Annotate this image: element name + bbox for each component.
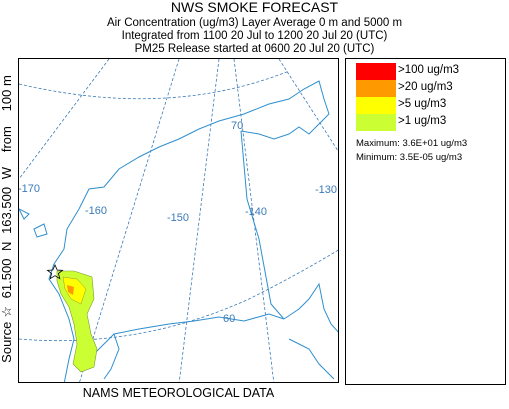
south-coast: [88, 313, 285, 360]
legend-minimum: Minimum: 3.5E-05 ug/m3: [356, 152, 463, 163]
source-lon-dir: W: [0, 167, 14, 180]
legend-swatch-5: [356, 97, 396, 114]
chukotka-tip: [19, 208, 30, 220]
source-star-icon: ☆: [0, 305, 14, 318]
map-canvas: 70 60 -170 -160 -150 -140 -130: [19, 59, 338, 382]
grid-label-lon130: -130: [315, 184, 337, 196]
legend-swatch-20: [356, 80, 396, 97]
grid-label-lon150: -150: [167, 212, 189, 224]
legend-swatch-100: [356, 63, 396, 80]
source-location-label: Source ☆ 61.500 N 163.500 W from 100 m: [0, 29, 15, 409]
southeast-coast: [283, 282, 338, 333]
lon-line-160: [79, 59, 180, 382]
source-lat: 61.500: [0, 258, 14, 299]
grid-label-lon140: -140: [245, 206, 267, 218]
legend-label-20: >20 ug/m3: [398, 81, 453, 93]
source-star-icon: [46, 264, 64, 280]
legend-panel: >100 ug/m3 >20 ug/m3 >5 ug/m3 >1 ug/m3 M…: [345, 58, 506, 385]
legend-maximum: Maximum: 3.6E+01 ug/m3: [356, 138, 468, 149]
legend-label-100: >100 ug/m3: [398, 64, 460, 76]
integration-period: Integrated from 1100 20 Jul to 1200 20 J…: [121, 30, 388, 42]
lon-line-170: [19, 59, 110, 180]
coastline: [19, 80, 338, 382]
plume-level-1: [56, 270, 98, 373]
source-lat-dir: N: [0, 241, 14, 251]
legend-item-100: >100 ug/m3: [356, 63, 496, 80]
alaska-canada-border: [240, 130, 285, 320]
plume-level-5: [62, 276, 87, 305]
concentration-description: Air Concentration (ug/m3) Layer Average …: [106, 17, 403, 29]
source-from: from: [0, 126, 14, 153]
grid-label-lon170: -170: [19, 183, 40, 195]
panhandle-islands: [288, 338, 335, 380]
grid-label-lon160: -160: [85, 205, 107, 217]
legend-item-1: >1 ug/m3: [356, 114, 496, 131]
cook-inlet: [103, 333, 120, 380]
legend-item-5: >5 ug/m3: [356, 97, 496, 114]
legend-item-20: >20 ug/m3: [356, 80, 496, 97]
data-source-footer: NAMS METEOROLOGICAL DATA: [82, 386, 275, 400]
grid-label-lat70: 70: [231, 120, 243, 132]
legend-label-5: >5 ug/m3: [398, 98, 447, 110]
legend-label-1: >1 ug/m3: [398, 115, 447, 127]
source-height: 100 m: [0, 75, 14, 112]
source-text: Source: [0, 321, 14, 363]
release-info: PM25 Release started at 0600 20 Jul 20 (…: [134, 43, 375, 55]
legend-swatch-1: [356, 114, 396, 131]
west-coast: [48, 208, 80, 382]
arctic-coast: [78, 80, 330, 210]
map-panel: 70 60 -170 -160 -150 -140 -130: [18, 58, 339, 383]
plume-level-20: [67, 285, 74, 295]
forecast-title: NWS SMOKE FORECAST: [170, 0, 339, 15]
st-lawrence-island: [33, 223, 48, 238]
smoke-plume: [56, 270, 98, 373]
lon-line-140: [233, 59, 275, 382]
lon-line-130: [278, 59, 338, 152]
lon-line-150: [178, 59, 220, 382]
lat-line-70: [19, 70, 290, 100]
source-lon: 163.500: [0, 186, 14, 234]
grid-label-lat60: 60: [223, 313, 235, 325]
